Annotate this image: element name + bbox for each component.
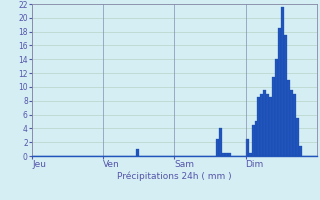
Bar xyxy=(290,90,293,156)
Bar xyxy=(260,94,263,156)
Bar xyxy=(258,97,260,156)
Bar xyxy=(296,118,299,156)
Bar xyxy=(299,146,302,156)
X-axis label: Précipitations 24h ( mm ): Précipitations 24h ( mm ) xyxy=(117,172,232,181)
Bar xyxy=(263,90,266,156)
Bar xyxy=(284,35,287,156)
Bar xyxy=(275,59,278,156)
Bar xyxy=(225,153,228,156)
Bar xyxy=(252,125,254,156)
Bar xyxy=(281,7,284,156)
Bar xyxy=(293,94,296,156)
Bar xyxy=(266,94,269,156)
Bar xyxy=(136,149,139,156)
Bar xyxy=(272,77,275,156)
Bar xyxy=(216,139,219,156)
Bar xyxy=(269,97,272,156)
Bar xyxy=(287,80,290,156)
Bar xyxy=(278,28,281,156)
Bar xyxy=(222,153,225,156)
Bar xyxy=(254,121,258,156)
Bar xyxy=(249,153,252,156)
Bar xyxy=(228,153,231,156)
Bar xyxy=(246,139,249,156)
Bar xyxy=(219,128,222,156)
